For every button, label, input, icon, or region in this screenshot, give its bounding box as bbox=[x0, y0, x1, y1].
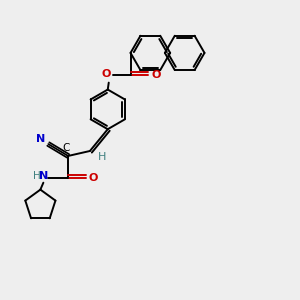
Text: H: H bbox=[98, 152, 106, 162]
Text: N: N bbox=[39, 171, 48, 181]
Text: N: N bbox=[36, 134, 45, 144]
Text: O: O bbox=[101, 69, 110, 79]
Text: H: H bbox=[32, 171, 40, 181]
Text: O: O bbox=[151, 70, 161, 80]
Text: O: O bbox=[89, 173, 98, 183]
Text: C: C bbox=[62, 143, 70, 153]
